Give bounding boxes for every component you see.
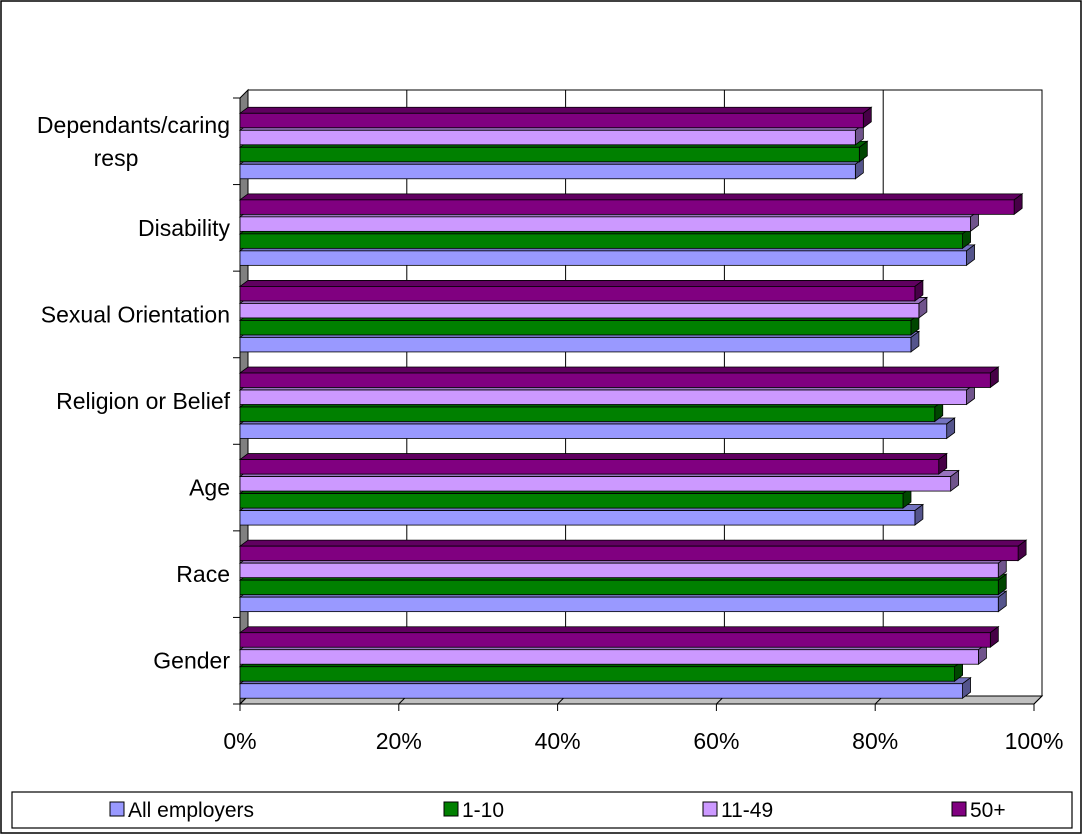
bar [238, 106, 873, 129]
x-tick-label: 0% [223, 728, 256, 754]
x-tick-labels: 0% 20% 40% 60% 80% 100% [223, 728, 1063, 754]
x-tick-label: 20% [376, 728, 422, 754]
legend-label: 50+ [970, 799, 1006, 822]
bar [238, 193, 1024, 216]
plot-area [233, 88, 1044, 711]
category-label: Gender [153, 648, 230, 674]
x-tick-label: 80% [852, 728, 898, 754]
category-labels: Gender Race Age Religion or Belief Sexual Or… [37, 112, 231, 674]
category-label: resp [94, 145, 139, 171]
category-label: Religion or Belief [56, 388, 230, 414]
legend-label: All employers [128, 799, 254, 822]
category-label: Race [176, 561, 230, 587]
legend-entry: All employers [109, 799, 254, 822]
bar [238, 625, 1000, 649]
x-tick-label: 40% [535, 728, 581, 754]
legend-swatch [109, 801, 125, 817]
legend-entry: 1-10 [443, 799, 504, 822]
legend-label: 11-49 [721, 799, 773, 822]
x-tick-label: 60% [693, 728, 739, 754]
floor-line [1033, 695, 1043, 705]
category-label: Age [189, 475, 230, 501]
bar [238, 366, 1000, 389]
legend-label: 1-10 [462, 799, 504, 822]
legend-swatch [951, 801, 967, 817]
legend-entry: 11-49 [702, 799, 773, 822]
legend-swatch [702, 801, 718, 817]
legend-swatch [443, 801, 459, 817]
x-tick-label: 100% [1005, 728, 1064, 754]
legend-box [11, 791, 1073, 829]
legend-entry: 50+ [951, 799, 1006, 822]
bar [238, 539, 1028, 562]
bar [238, 279, 925, 302]
category-label: Sexual Orientation [41, 301, 230, 327]
bar [238, 452, 948, 475]
legend: All employers 1-10 11-49 50+ [11, 791, 1073, 829]
category-label: Disability [138, 215, 231, 241]
category-label: Dependants/caring [37, 112, 230, 138]
